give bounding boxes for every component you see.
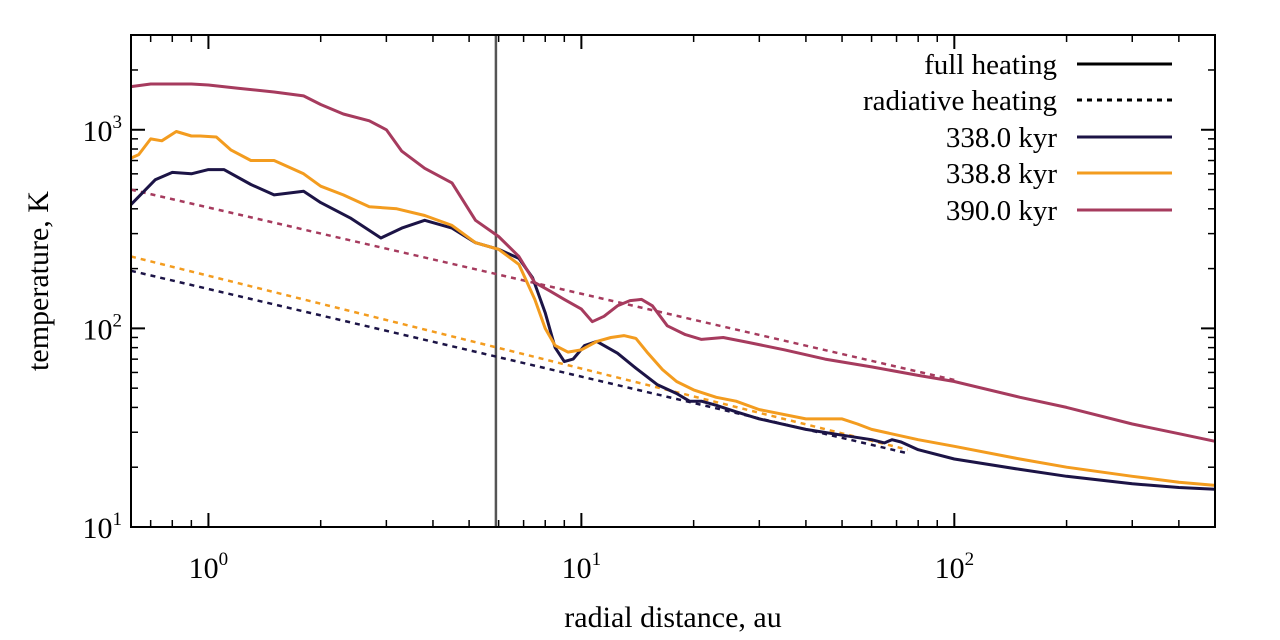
series-line-338-8-kyr-full-heating bbox=[130, 130, 1216, 487]
y-axis-label: temperature, K bbox=[22, 191, 55, 371]
plot-frame bbox=[130, 34, 1216, 528]
legend-label: radiative heating bbox=[863, 85, 1057, 117]
legend-label: 338.0 kyr bbox=[946, 122, 1058, 154]
y-tick-label: 103 bbox=[83, 112, 123, 148]
y-tick-label: 101 bbox=[83, 509, 123, 545]
x-tick-label: 102 bbox=[935, 549, 975, 585]
legend-label: 338.8 kyr bbox=[946, 158, 1058, 190]
y-tick-label: 102 bbox=[83, 310, 123, 346]
data-layer bbox=[129, 35, 1216, 527]
legend-label: full heating bbox=[924, 49, 1057, 81]
series-line-338-0-kyr-full-heating bbox=[129, 168, 1216, 491]
x-axis-label: radial distance, au bbox=[564, 601, 781, 634]
series-line-390-0-kyr-full-heating bbox=[130, 82, 1216, 443]
legend-label: 390.0 kyr bbox=[946, 195, 1058, 227]
x-tick-label: 101 bbox=[562, 549, 602, 585]
series-line-390-0-kyr-radiative-heating bbox=[130, 188, 955, 382]
ticks-layer: 100 101 102 101 102 103 bbox=[83, 35, 1215, 585]
legend: full heating radiative heating 338.0 kyr 33… bbox=[863, 49, 1172, 227]
x-tick-label: 100 bbox=[189, 549, 229, 585]
series-line-338-8-kyr-radiative-heating bbox=[130, 255, 909, 451]
